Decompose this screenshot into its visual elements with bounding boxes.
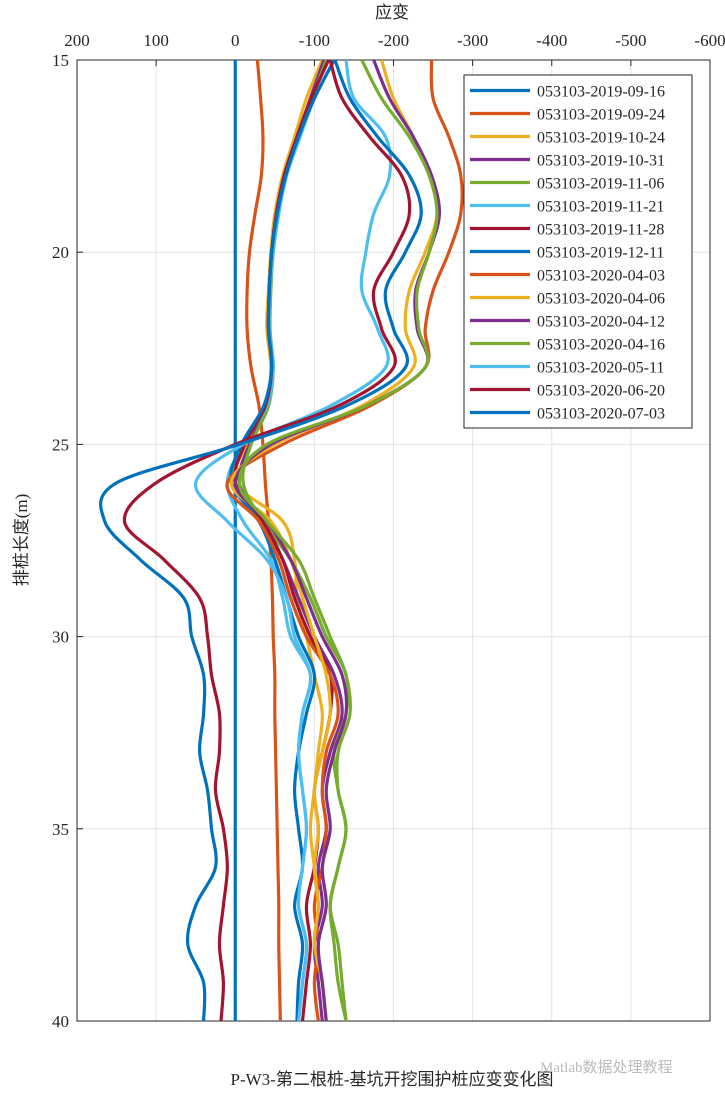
x-tick-label: 0 bbox=[231, 31, 240, 50]
legend-label: 053103-2019-11-21 bbox=[537, 199, 664, 216]
x-tick-label: -600 bbox=[694, 31, 725, 50]
x-tick-label: -200 bbox=[378, 31, 409, 50]
series-line bbox=[99, 60, 423, 1021]
y-tick-label: 15 bbox=[52, 51, 69, 70]
series-line bbox=[194, 60, 393, 1021]
legend-label: 053103-2020-05-11 bbox=[537, 360, 664, 377]
legend-label: 053103-2019-09-16 bbox=[537, 84, 665, 101]
legend-label: 053103-2019-10-24 bbox=[537, 130, 665, 147]
legend-label: 053103-2019-11-28 bbox=[537, 222, 664, 239]
legend-label: 053103-2020-04-06 bbox=[537, 291, 665, 308]
series-line bbox=[122, 60, 412, 1021]
y-tick-label: 35 bbox=[52, 820, 69, 839]
legend-label: 053103-2019-10-31 bbox=[537, 153, 665, 170]
legend-label: 053103-2019-12-11 bbox=[537, 245, 664, 262]
x-axis-label: 应变 bbox=[375, 3, 409, 22]
legend-label: 053103-2020-04-12 bbox=[537, 314, 665, 331]
y-axis-label: 排桩长度(m) bbox=[12, 494, 31, 587]
series-line bbox=[237, 60, 439, 1021]
series-group bbox=[99, 60, 464, 1021]
y-tick-label: 40 bbox=[52, 1012, 69, 1031]
legend-label: 053103-2020-04-03 bbox=[537, 268, 665, 285]
x-tick-label: 200 bbox=[64, 31, 90, 50]
watermark: Matlab数据处理教程 bbox=[540, 1059, 673, 1076]
legend-label: 053103-2020-07-03 bbox=[537, 406, 665, 423]
y-tick-label: 30 bbox=[52, 628, 69, 647]
legend-label: 053103-2019-09-24 bbox=[537, 107, 665, 124]
y-tick-label: 25 bbox=[52, 435, 69, 454]
x-tick-label: -500 bbox=[615, 31, 646, 50]
legend-label: 053103-2020-06-20 bbox=[537, 383, 665, 400]
x-tick-label: -100 bbox=[299, 31, 330, 50]
axes-frame bbox=[76, 59, 711, 1022]
x-tick-label: -300 bbox=[457, 31, 488, 50]
y-tick-label: 20 bbox=[52, 243, 69, 262]
legend-label: 053103-2019-11-06 bbox=[537, 176, 664, 193]
x-tick-label: -400 bbox=[536, 31, 567, 50]
x-tick-label: 100 bbox=[143, 31, 169, 50]
legend-label: 053103-2020-04-16 bbox=[537, 337, 665, 354]
chart-title: P-W3-第二根桩-基坑开挖围护桩应变变化图 bbox=[231, 1070, 554, 1089]
